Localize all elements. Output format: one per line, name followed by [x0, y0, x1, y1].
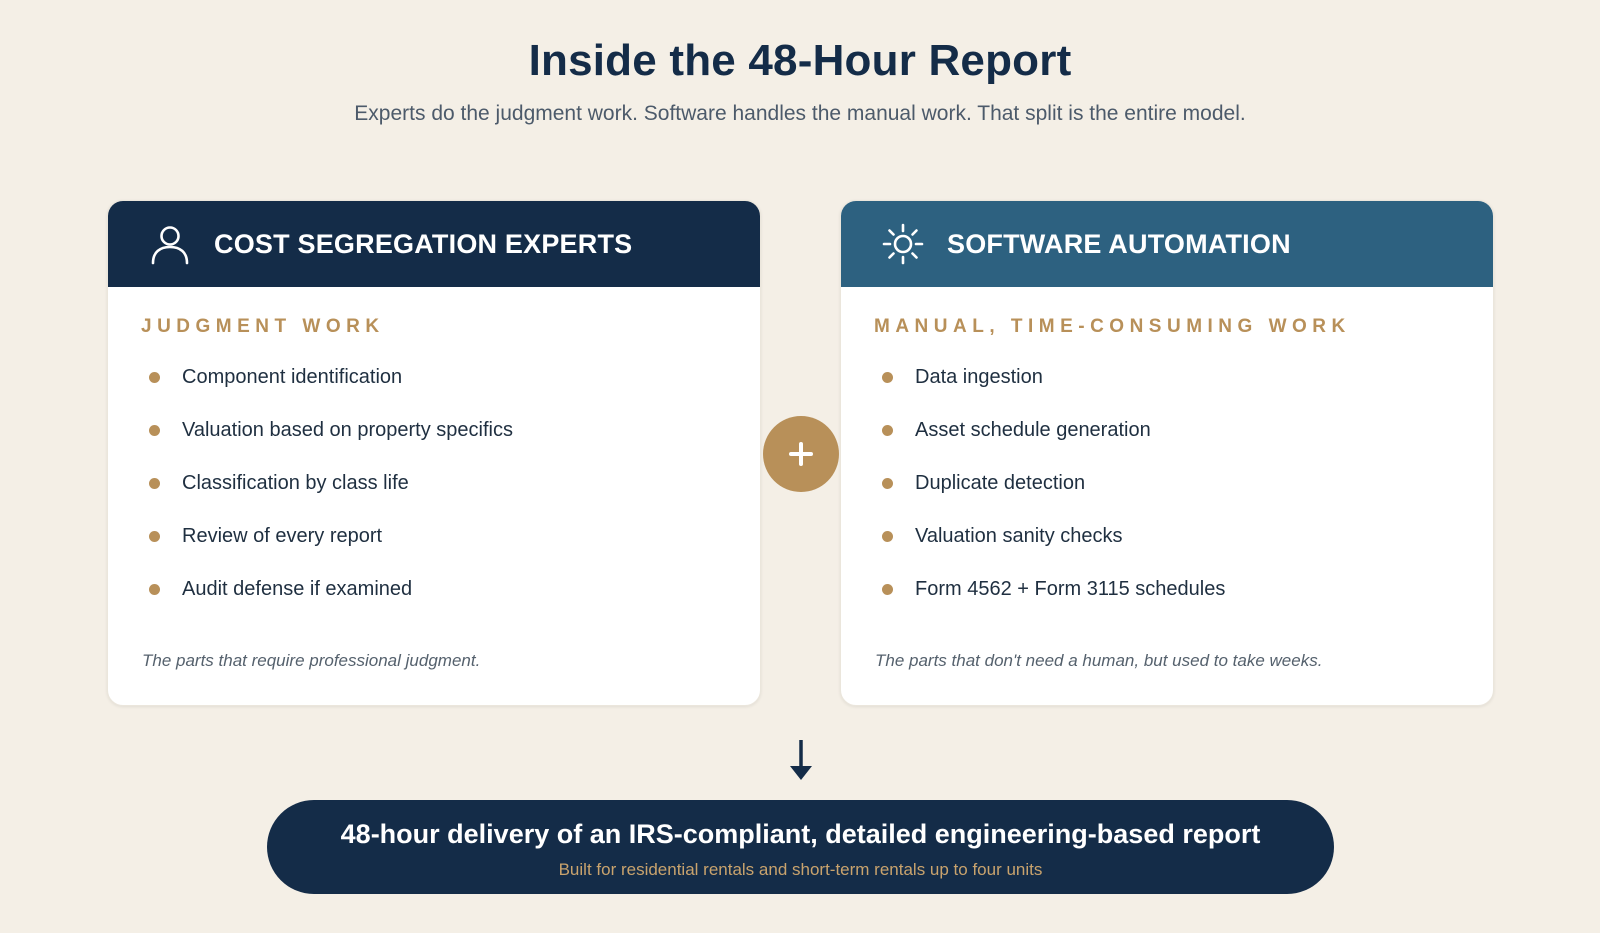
arrow-down-icon: [788, 738, 814, 782]
bullet-icon: [149, 425, 160, 436]
bullet-icon: [882, 425, 893, 436]
list-item-text: Asset schedule generation: [915, 419, 1151, 441]
experts-card: COST SEGREGATION EXPERTS JUDGMENT WORK C…: [107, 200, 761, 706]
software-item-list: Data ingestion Asset schedule generation…: [874, 351, 1225, 616]
list-item: Data ingestion: [874, 351, 1225, 404]
list-item-text: Audit defense if examined: [182, 578, 413, 600]
list-item-text: Duplicate detection: [915, 472, 1086, 494]
software-card-header: SOFTWARE AUTOMATION: [841, 201, 1493, 287]
list-item: Valuation based on property specifics: [141, 404, 513, 457]
list-item-text: Review of every report: [182, 525, 383, 547]
list-item-text: Valuation sanity checks: [915, 525, 1123, 547]
experts-card-title: COST SEGREGATION EXPERTS: [214, 228, 633, 259]
bullet-icon: [882, 478, 893, 489]
bullet-icon: [149, 372, 160, 383]
list-item: Classification by class life: [141, 457, 513, 510]
experts-section-label: JUDGMENT WORK: [141, 316, 385, 337]
experts-item-list: Component identification Valuation based…: [141, 351, 513, 616]
bullet-icon: [882, 531, 893, 542]
result-subtitle: Built for residential rentals and short-…: [558, 860, 1043, 879]
bullet-icon: [149, 478, 160, 489]
software-footnote: The parts that don't need a human, but u…: [875, 651, 1323, 670]
plus-icon: [763, 416, 839, 492]
list-item-text: Classification by class life: [182, 472, 409, 494]
bullet-icon: [149, 584, 160, 595]
page-subtitle: Experts do the judgment work. Software h…: [354, 102, 1246, 125]
result-banner: 48-hour delivery of an IRS-compliant, de…: [267, 800, 1334, 894]
experts-card-header: COST SEGREGATION EXPERTS: [108, 201, 760, 287]
list-item: Component identification: [141, 351, 513, 404]
list-item: Asset schedule generation: [874, 404, 1225, 457]
list-item-text: Component identification: [182, 366, 403, 388]
result-title: 48-hour delivery of an IRS-compliant, de…: [340, 819, 1261, 849]
list-item-text: Valuation based on property specifics: [182, 419, 513, 441]
experts-footnote: The parts that require professional judg…: [142, 651, 481, 670]
person-icon: [148, 222, 192, 266]
software-card-title: SOFTWARE AUTOMATION: [947, 228, 1291, 259]
list-item: Audit defense if examined: [141, 563, 513, 616]
list-item: Valuation sanity checks: [874, 510, 1225, 563]
list-item-text: Data ingestion: [915, 366, 1043, 388]
list-item: Review of every report: [141, 510, 513, 563]
bullet-icon: [882, 372, 893, 383]
list-item: Form 4562 + Form 3115 schedules: [874, 563, 1225, 616]
bullet-icon: [882, 584, 893, 595]
list-item: Duplicate detection: [874, 457, 1225, 510]
software-section-label: MANUAL, TIME-CONSUMING WORK: [874, 316, 1351, 337]
list-item-text: Form 4562 + Form 3115 schedules: [915, 578, 1226, 600]
bullet-icon: [149, 531, 160, 542]
gear-icon: [881, 222, 925, 266]
software-card: SOFTWARE AUTOMATION MANUAL, TIME-CONSUMI…: [840, 200, 1494, 706]
page-title: Inside the 48-Hour Report: [528, 36, 1072, 85]
